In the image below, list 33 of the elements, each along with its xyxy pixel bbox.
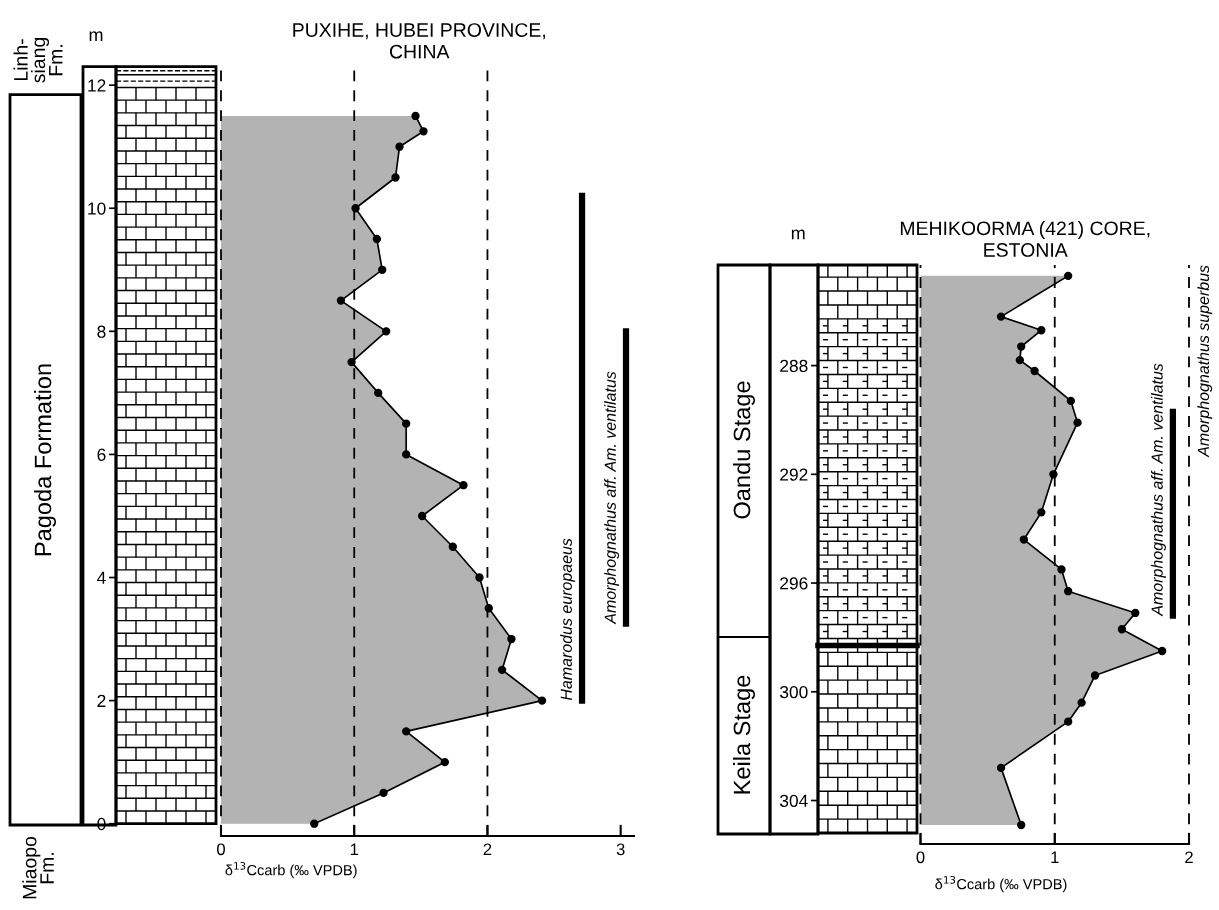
x-tick-label: 0 [916, 851, 925, 864]
x-tick-label: 1 [1051, 851, 1059, 864]
ref-line-label: Amorphognathus superbus [1197, 265, 1213, 458]
y-tick-label: 6 [97, 448, 106, 461]
y-tick-label: 12 [88, 79, 106, 92]
x-tick-label: 1 [350, 843, 359, 856]
text: Miaopo Fm. [22, 836, 54, 899]
y-axis-title: m [791, 229, 805, 240]
y-tick-label: 8 [97, 325, 106, 338]
text: Pagoda Formation [34, 364, 57, 556]
text: Amorphognathus aff. Am. ventilatus [1151, 363, 1166, 617]
x-axis-title: δ$^{13}$Ccarb (‰ VPDB) [935, 876, 1067, 893]
x-tick-label: 3 [616, 843, 625, 856]
x-axis-title: δ$^{13}$Ccarb (‰ VPDB) [225, 862, 357, 879]
text: Hamarodus europaeus [560, 538, 576, 701]
x-tick-label: 2 [1185, 851, 1193, 864]
text: Amorphognathus aff. Am. ventilatus [604, 371, 620, 625]
y-tick-label: 304 [779, 794, 808, 807]
text: Oandu Stage [732, 381, 756, 519]
chart-title: MEHIKOORMA (421) CORE, ESTONIA [900, 220, 1150, 257]
y-axis-title: m [89, 31, 103, 41]
x-tick-label: 2 [483, 843, 492, 856]
y-tick-label: 296 [780, 577, 808, 590]
y-tick-label: 2 [97, 694, 106, 707]
y-tick-label: 292 [780, 468, 808, 481]
y-tick-label: 10 [88, 202, 106, 215]
y-tick-label: 288 [780, 359, 808, 373]
y-tick-label: 4 [97, 571, 106, 584]
x-tick-label: 0 [217, 843, 225, 856]
y-tick-label: 300 [779, 685, 808, 699]
text: Keila Stage [732, 675, 756, 794]
text: Linh- siang Fm. [13, 38, 63, 83]
chart-title: PUXIHE, HUBEI PROVINCE, CHINA [293, 23, 545, 59]
